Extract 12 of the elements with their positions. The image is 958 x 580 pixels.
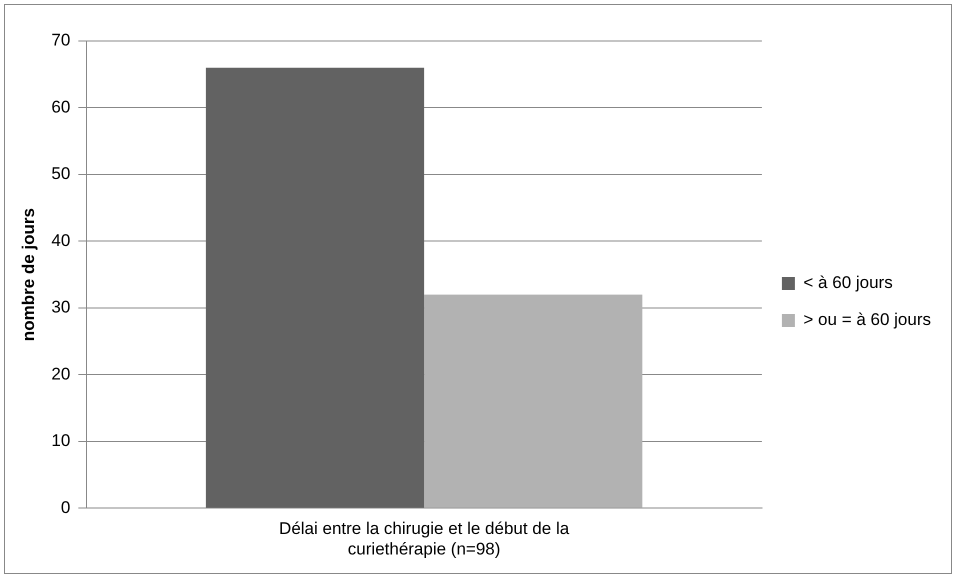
y-tick-label: 50 <box>51 164 70 184</box>
y-tick-label: 30 <box>51 298 70 317</box>
x-tick-label: Délai entre la chirugie et le début de la curiethérapie (n=98) <box>279 519 570 558</box>
legend-label: < à 60 jours <box>803 273 893 292</box>
y-tick-label: 20 <box>51 364 70 384</box>
legend-label: > ou = à 60 jours <box>803 310 931 330</box>
y-tick-label: 60 <box>51 97 70 116</box>
y-tick-label: 40 <box>51 230 70 250</box>
y-axis-title: nombre de jours <box>18 208 38 342</box>
y-tick-label: 10 <box>51 431 70 450</box>
y-tick-label: 0 <box>60 498 70 517</box>
y-tick-label: 70 <box>51 30 70 50</box>
